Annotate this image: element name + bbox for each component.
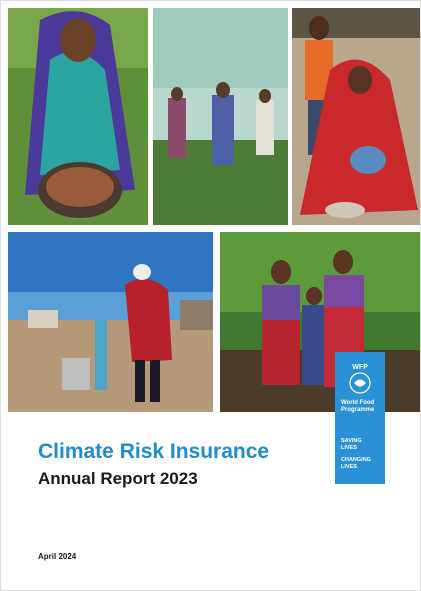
report-date: April 2024 [38,552,77,561]
logo-emblem [349,372,371,394]
logo-name: World Food [341,400,375,406]
logo-name: Programme [341,407,375,413]
photo-woman-bowl [8,8,148,225]
report-title: Climate Risk Insurance [38,440,269,463]
logo-tagline: LIVES [341,445,357,451]
logo-panel [335,352,385,484]
logo-tagline: SAVING [341,438,362,444]
logo-tagline: LIVES [341,464,357,470]
photo-greenhouse [153,8,288,225]
logo-acronym: WFP [352,364,368,371]
wfp-logo: WFP World Food Programme SAVING LIVES CH… [335,352,385,484]
logo-emblem-inner [354,379,366,387]
photo-water-tap [8,232,213,412]
report-subtitle: Annual Report 2023 [38,469,198,488]
photo-mother-children [292,8,420,225]
photo-family-garden [220,232,420,412]
logo-tagline: CHANGING [341,457,371,463]
